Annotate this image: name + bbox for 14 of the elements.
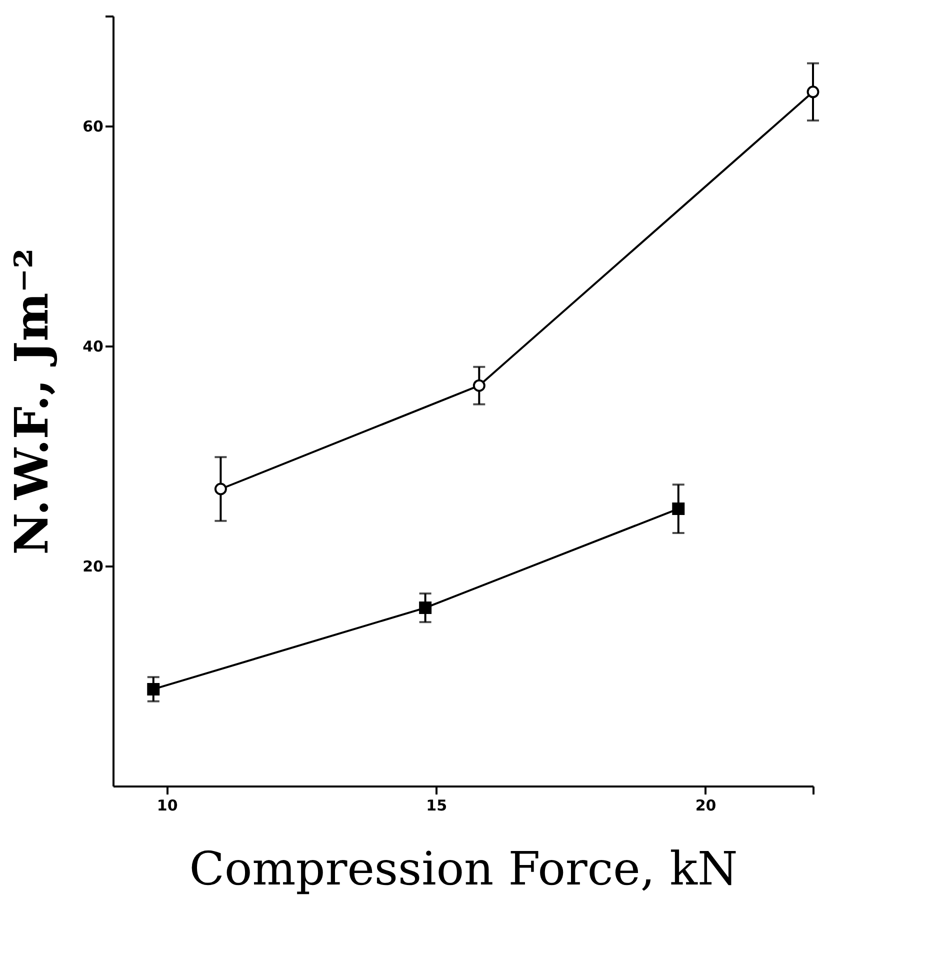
point [147,682,160,696]
y-tick-label: 40 [82,338,104,356]
x-tick-label: 15 [426,796,448,814]
y-tick-label: 60 [82,118,104,136]
y-tick-label: 20 [82,558,104,576]
point [672,502,685,516]
point [806,86,820,98]
point [419,602,432,614]
y-axis-title: N.W.F., Jm⁻² [4,248,59,555]
x-tick-label: 20 [695,796,716,814]
point [472,379,486,392]
x-axis-title: Compression Force, kN [189,842,738,896]
point [214,482,227,496]
x-tick-label: 10 [156,796,178,814]
